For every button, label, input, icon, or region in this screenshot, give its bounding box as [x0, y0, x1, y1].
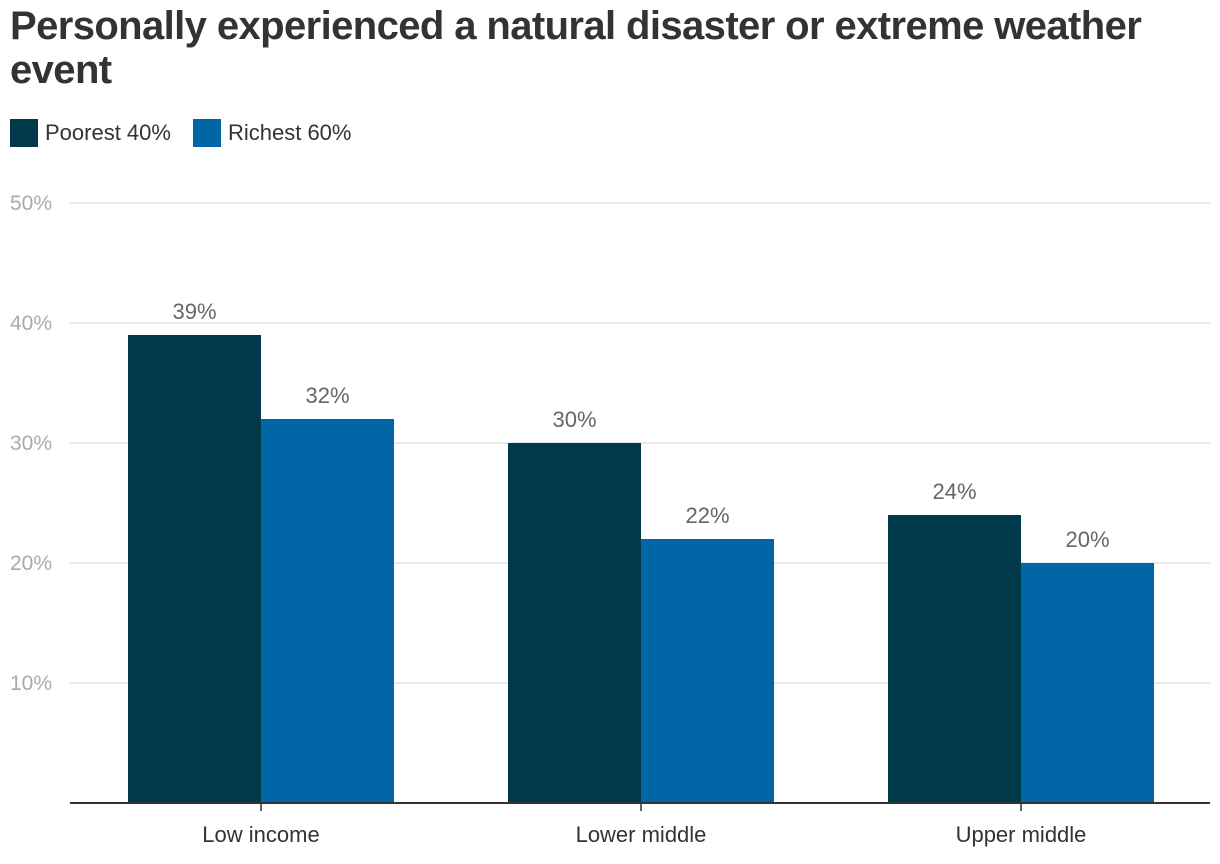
bar-low-income-richest	[261, 419, 394, 803]
data-label-upper-middle-poorest: 24%	[932, 479, 976, 504]
bar-upper-middle-poorest	[888, 515, 1021, 803]
data-label-lower-middle-poorest: 30%	[552, 407, 596, 432]
y-tick-label-10: 10%	[10, 672, 52, 695]
bar-low-income-poorest	[128, 335, 261, 803]
y-tick-label-50: 50%	[10, 192, 52, 215]
legend-swatch-richest	[192, 119, 221, 147]
x-tick-label-upper-middle: Upper middle	[956, 822, 1087, 847]
data-label-upper-middle-richest: 20%	[1065, 527, 1109, 552]
x-tick-label-lower-middle: Lower middle	[576, 822, 707, 847]
legend-item-poorest: Poorest 40%	[10, 119, 171, 147]
bar-lower-middle-richest	[641, 539, 774, 803]
data-label-low-income-richest: 32%	[305, 383, 349, 408]
legend: Poorest 40% Richest 60%	[10, 118, 373, 148]
bar-upper-middle-richest	[1021, 563, 1154, 803]
y-tick-label-40: 40%	[10, 312, 52, 335]
bar-lower-middle-poorest	[508, 443, 641, 803]
x-tick-label-low-income: Low income	[202, 822, 319, 847]
data-label-lower-middle-richest: 22%	[685, 503, 729, 528]
y-tick-label-20: 20%	[10, 552, 52, 575]
legend-item-richest: Richest 60%	[192, 119, 352, 147]
legend-swatch-poorest	[10, 119, 38, 147]
chart-title: Personally experienced a natural disaste…	[10, 4, 1142, 92]
legend-label-richest: Richest 60%	[227, 120, 352, 145]
legend-label-poorest: Poorest 40%	[45, 120, 171, 145]
data-label-low-income-poorest: 39%	[172, 299, 216, 324]
y-tick-label-30: 30%	[10, 432, 52, 455]
